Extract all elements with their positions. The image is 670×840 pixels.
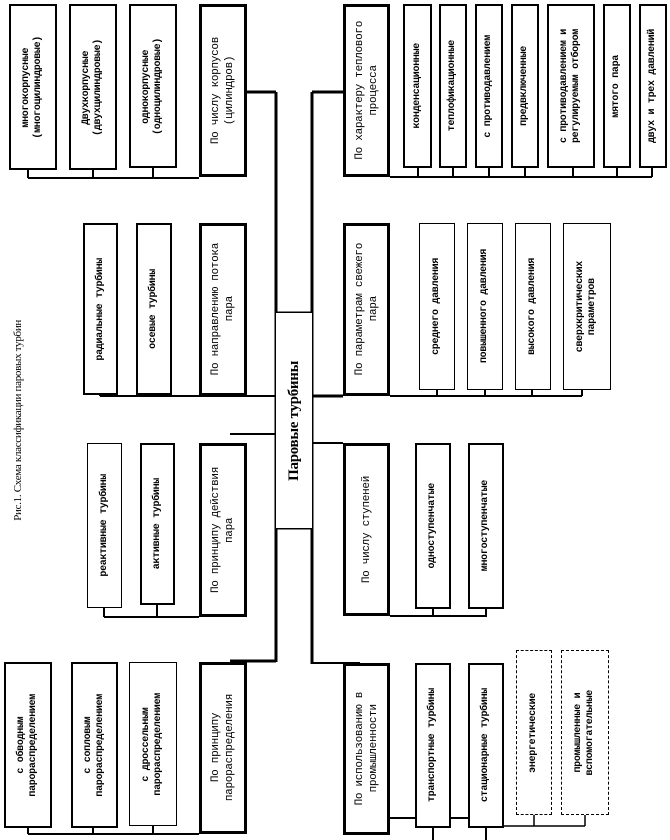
node-medium-pressure: среднего давления — [419, 223, 455, 390]
header-casings: По числу корпусов (цилиндров) — [199, 4, 247, 177]
node-back-pressure-extraction: с противодавлением и регулируемым отборо… — [547, 4, 595, 168]
node-stationary: стационарные турбины — [468, 663, 504, 828]
node-impulse: активные турбины — [140, 443, 175, 605]
node-power-generation: энергетические — [516, 650, 552, 815]
node-two-casing: Двухкорпусные (двухцилиндровые) — [69, 4, 117, 170]
node-axial: осевые турбины — [136, 223, 172, 395]
header-action-principle: По принципу действия пара — [199, 443, 247, 617]
node-single-stage: одноступенчатые — [415, 443, 451, 609]
node-reaction: реактивные турбины — [87, 443, 122, 608]
node-bypass-distribution: с обводным парораспределением — [4, 662, 52, 828]
node-transport: транспортные турбины — [415, 663, 451, 828]
node-topping: предвключенные — [511, 4, 539, 168]
header-live-steam-parameters: По параметрам свежего пара — [343, 223, 390, 396]
header-flow-direction: По направлению потока пара — [199, 223, 247, 396]
node-single-casing: однокорпусные (одноцилиндровые) — [129, 4, 177, 168]
figure-caption: Рис.1. Схема классификации паровых турби… — [12, 319, 24, 521]
node-elevated-pressure: повышенного давления — [467, 223, 503, 390]
node-high-pressure: высокого давления — [515, 223, 551, 390]
header-stage-count: По числу ступеней — [343, 443, 390, 616]
node-throttle-distribution: с дроссельным парораспределением — [129, 662, 177, 826]
node-dual-triple-pressure: двух и трех давлений — [639, 4, 667, 168]
node-cogeneration: теплофикационные — [439, 4, 467, 168]
header-thermal-process: По характеру теплового процесса — [343, 4, 390, 177]
header-industrial-use: По использованию в промышленности — [343, 663, 390, 835]
node-industrial-auxiliary: промышленные и вспомогательные — [561, 650, 609, 815]
node-nozzle-distribution: с сопловым парораспределением — [71, 662, 118, 828]
header-steam-distribution: По принципу парораспределения — [199, 662, 247, 834]
node-multi-stage: многоступенчатые — [468, 443, 504, 609]
node-exhaust-steam: мятого пара — [603, 4, 631, 168]
root-node: Паровые турбины — [276, 313, 312, 528]
node-multi-casing: многокорпусные (многоцилиндровые) — [9, 4, 57, 170]
node-back-pressure: с противодавлением — [475, 4, 503, 168]
node-condensing: конденсационные — [403, 4, 432, 168]
node-supercritical: сверхкритических параметров — [563, 223, 611, 390]
node-radial: радиальные турбины — [83, 223, 118, 395]
